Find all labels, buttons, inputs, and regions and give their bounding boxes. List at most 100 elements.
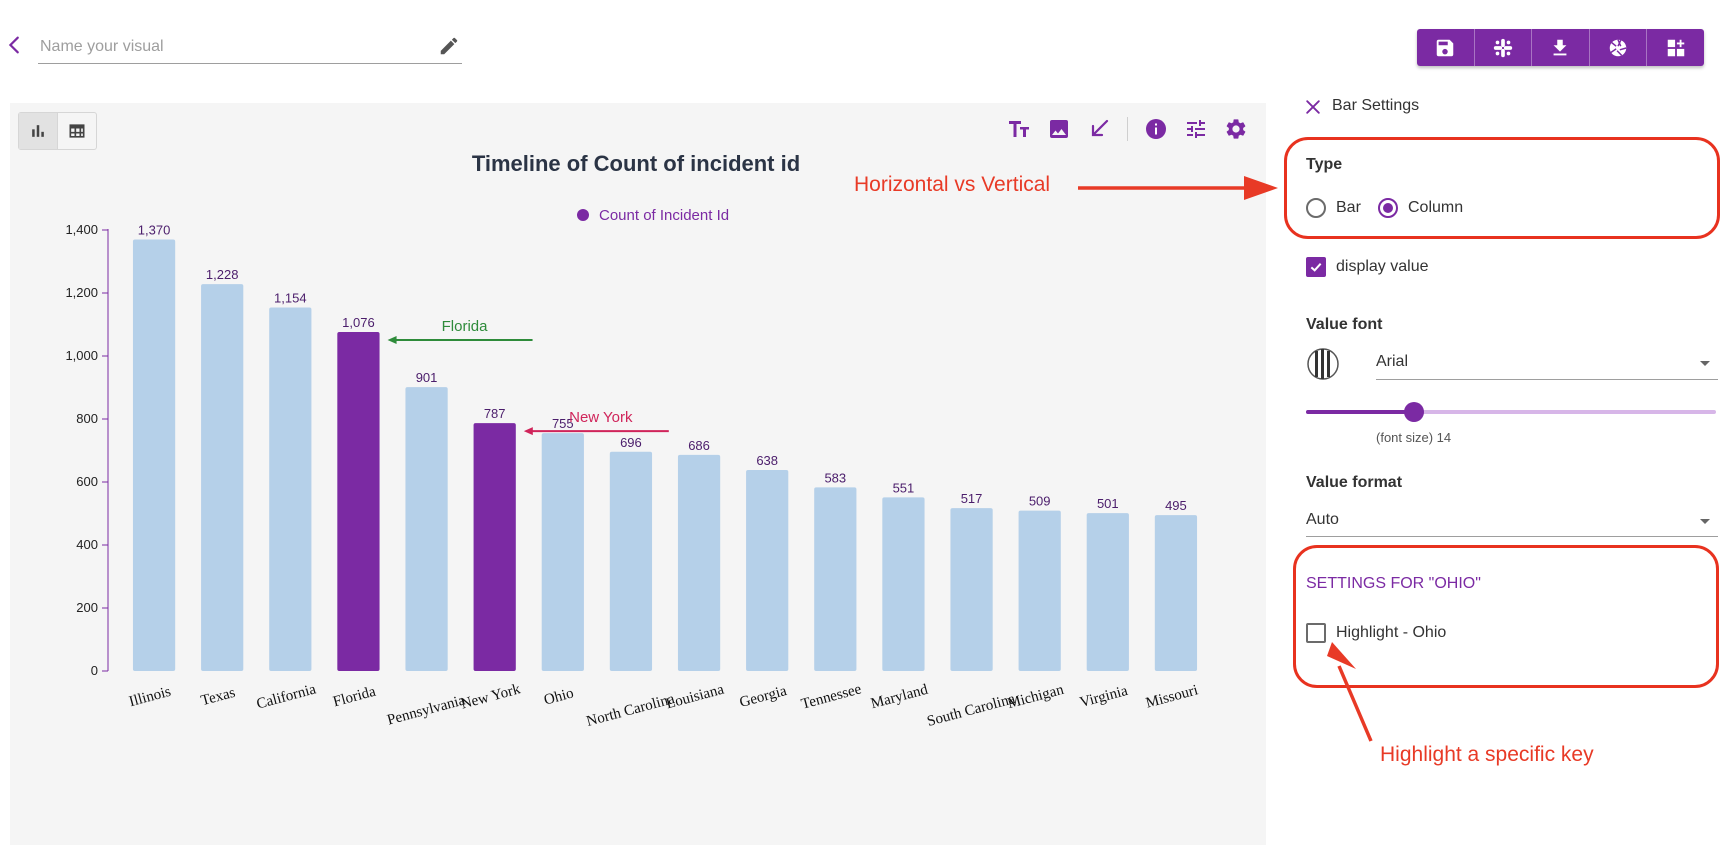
bar[interactable] bbox=[1154, 515, 1198, 671]
info-button[interactable] bbox=[1144, 117, 1168, 141]
bar-value-label: 755 bbox=[552, 416, 574, 431]
bar-value-label: 501 bbox=[1097, 496, 1119, 511]
bar[interactable] bbox=[677, 454, 721, 671]
display-value-checkbox[interactable] bbox=[1306, 257, 1326, 277]
annotation-label[interactable]: New York bbox=[569, 409, 633, 426]
highlight-checkbox[interactable] bbox=[1306, 623, 1326, 643]
gear-icon bbox=[1226, 119, 1246, 139]
settings-button[interactable] bbox=[1224, 117, 1248, 141]
y-axis: 0 200 400 600 800 1,000 1,200 1,400 bbox=[65, 222, 109, 678]
chart-view-button[interactable] bbox=[19, 113, 57, 149]
settings-title: Bar Settings bbox=[1332, 97, 1420, 114]
font-size-slider-track[interactable] bbox=[1306, 410, 1716, 414]
x-tick-label: Texas bbox=[199, 685, 237, 709]
arrow-icon bbox=[1091, 119, 1109, 137]
bar[interactable] bbox=[337, 332, 380, 671]
back-button[interactable] bbox=[4, 34, 26, 56]
bar-value-label: 1,228 bbox=[206, 267, 239, 282]
legend-label: Count of Incident Id bbox=[599, 207, 729, 224]
y-tick-label: 0 bbox=[91, 663, 98, 678]
add-to-dashboard-button[interactable] bbox=[1646, 29, 1704, 66]
bar-value-label: 1,154 bbox=[274, 290, 307, 305]
view-toggle bbox=[18, 112, 97, 150]
x-tick-label: New York bbox=[459, 681, 522, 712]
y-tick-label: 800 bbox=[76, 411, 98, 426]
radio-column[interactable] bbox=[1378, 198, 1398, 218]
insert-arrow-button[interactable] bbox=[1087, 117, 1111, 141]
x-tick-label: Tennessee bbox=[800, 681, 864, 712]
value-font-select[interactable]: Arial bbox=[1376, 345, 1718, 380]
table-icon bbox=[69, 124, 85, 138]
bar[interactable] bbox=[950, 508, 993, 671]
display-value-option[interactable]: display value bbox=[1306, 257, 1429, 277]
visual-name-input[interactable] bbox=[38, 36, 418, 58]
bar[interactable] bbox=[746, 470, 789, 671]
type-option-bar-label: Bar bbox=[1336, 199, 1361, 216]
annotation-label[interactable]: Florida bbox=[442, 318, 489, 335]
bar[interactable] bbox=[201, 284, 244, 671]
x-tick-label: South Carolina bbox=[925, 691, 1017, 730]
x-tick-label: Georgia bbox=[738, 683, 789, 711]
bar-value-label: 583 bbox=[824, 470, 846, 485]
visual-name-field[interactable] bbox=[38, 30, 462, 64]
chart-title: Timeline of Count of incident id bbox=[472, 151, 800, 176]
chart-tools bbox=[1007, 117, 1248, 141]
value-format-value: Auto bbox=[1306, 511, 1339, 528]
bar-chart-icon bbox=[32, 125, 44, 137]
chart-annotations: Florida New York bbox=[387, 318, 669, 436]
legend[interactable]: Count of Incident Id bbox=[577, 207, 729, 224]
annotation-arrowhead bbox=[387, 336, 397, 345]
slack-icon bbox=[1493, 38, 1513, 57]
save-button[interactable] bbox=[1417, 29, 1474, 66]
chevron-down-icon bbox=[1700, 519, 1710, 524]
radio-bar[interactable] bbox=[1306, 198, 1326, 218]
snapshot-button[interactable] bbox=[1588, 29, 1647, 66]
save-icon bbox=[1437, 39, 1454, 56]
table-view-button[interactable] bbox=[57, 113, 96, 149]
font-style-icon[interactable] bbox=[1306, 347, 1340, 381]
annotation-arrowhead bbox=[523, 427, 533, 436]
bar[interactable] bbox=[405, 387, 448, 671]
orientation-callout-arrow bbox=[1078, 176, 1278, 200]
bar[interactable] bbox=[473, 423, 516, 671]
type-option-bar[interactable]: Bar bbox=[1306, 198, 1361, 218]
y-tick-label: 600 bbox=[76, 474, 98, 489]
highlight-callout-box bbox=[1293, 545, 1719, 688]
bar-chart: Timeline of Count of incident id Count o… bbox=[65, 151, 1199, 730]
bar[interactable] bbox=[269, 307, 312, 671]
download-icon bbox=[1554, 39, 1567, 55]
bar[interactable] bbox=[132, 239, 176, 671]
x-tick-label: Florida bbox=[331, 684, 377, 711]
chevron-down-icon bbox=[1700, 361, 1710, 366]
image-icon bbox=[1050, 120, 1068, 138]
font-size-slider-thumb[interactable] bbox=[1404, 402, 1424, 422]
info-icon bbox=[1146, 119, 1166, 139]
bar[interactable] bbox=[541, 433, 584, 671]
bar-value-label: 517 bbox=[961, 491, 983, 506]
bar-value-label: 901 bbox=[416, 370, 438, 385]
x-tick-label: Ohio bbox=[542, 685, 575, 708]
text-size-button[interactable] bbox=[1007, 117, 1031, 141]
bar[interactable] bbox=[882, 497, 925, 671]
close-icon[interactable] bbox=[1303, 97, 1323, 117]
value-format-select[interactable]: Auto bbox=[1306, 505, 1718, 537]
pencil-icon[interactable] bbox=[438, 35, 460, 57]
orientation-callout: Horizontal vs Vertical bbox=[854, 173, 1051, 196]
tune-button[interactable] bbox=[1184, 117, 1208, 141]
tune-icon bbox=[1187, 120, 1205, 138]
slack-share-button[interactable] bbox=[1473, 29, 1532, 66]
insert-image-button[interactable] bbox=[1047, 117, 1071, 141]
bar[interactable] bbox=[609, 451, 653, 671]
bar[interactable] bbox=[1086, 513, 1129, 671]
dashboard-add-icon bbox=[1667, 39, 1684, 56]
bar[interactable] bbox=[814, 487, 857, 671]
bar[interactable] bbox=[1018, 510, 1061, 671]
bar-value-label: 787 bbox=[484, 406, 506, 421]
value-font-value: Arial bbox=[1376, 353, 1409, 370]
value-format-label: Value format bbox=[1306, 474, 1403, 491]
x-tick-label: Virginia bbox=[1078, 683, 1130, 711]
download-button[interactable] bbox=[1531, 29, 1589, 66]
highlight-option[interactable]: Highlight - Ohio bbox=[1306, 623, 1446, 643]
type-option-column[interactable]: Column bbox=[1378, 198, 1463, 218]
bar-value-label: 686 bbox=[688, 438, 710, 453]
